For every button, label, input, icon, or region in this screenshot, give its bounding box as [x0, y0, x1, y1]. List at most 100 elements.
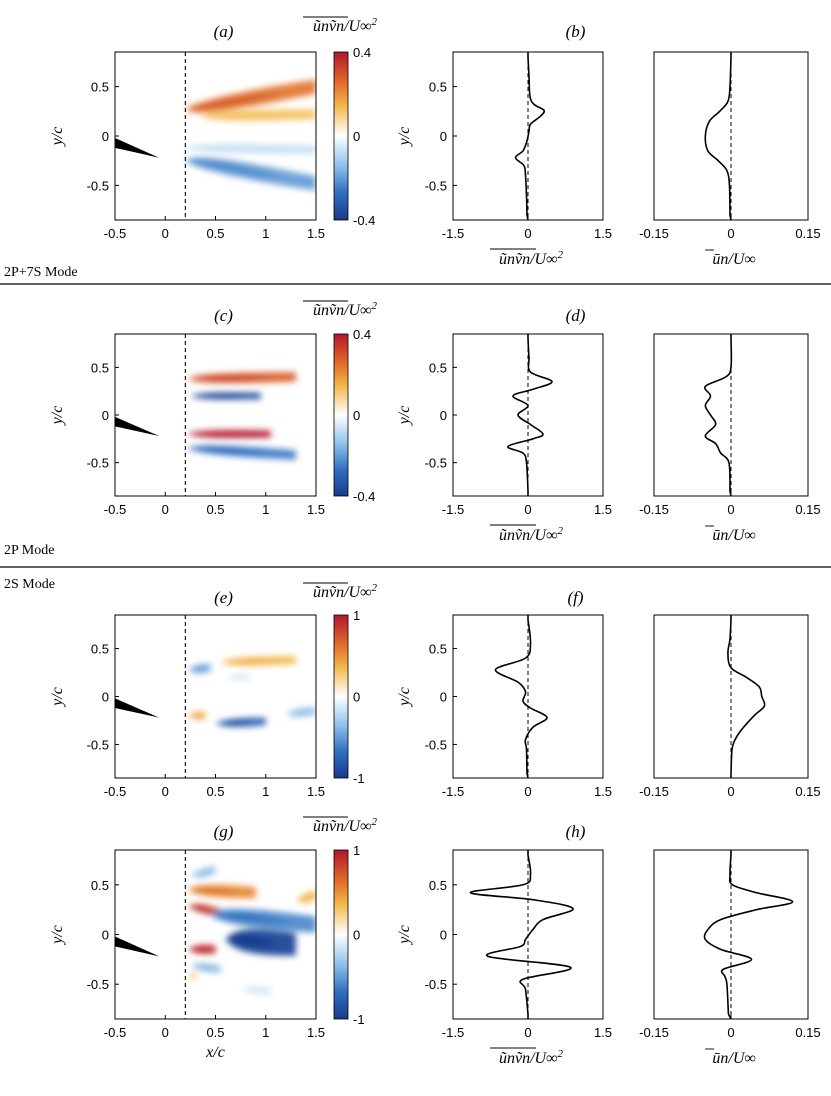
heatmap-core: [244, 988, 264, 992]
heatmap-core: [194, 394, 244, 398]
heatmap-core: [189, 159, 284, 178]
x-tick-label: 0: [524, 784, 531, 799]
x-tick-label: 1.5: [594, 502, 612, 517]
x-tick-label: 1.5: [307, 226, 325, 241]
heatmap-core: [191, 376, 269, 381]
profile-curve: [704, 334, 733, 497]
x-tick-label: -1.5: [442, 784, 464, 799]
colorbar-tick-label: -0.4: [353, 489, 375, 504]
colorbar-tick-label: 0.4: [353, 327, 371, 342]
x-axis-label: ūn/U∞: [712, 527, 755, 544]
y-tick-label: -0.5: [425, 456, 447, 471]
colorbar-tick-label: 0: [353, 928, 360, 943]
mode-label-2p: 2P Mode: [4, 543, 54, 558]
y-tick-label: 0: [440, 408, 447, 423]
panel-letter: (e): [214, 588, 233, 607]
heatmap-core: [194, 870, 210, 876]
profile-curve: [514, 52, 546, 221]
colorbar-tick-label: 0: [353, 408, 360, 423]
y-tick-label: -0.5: [87, 178, 109, 193]
colorbar-title: ũnṽn/U∞2: [313, 582, 378, 601]
y-tick-label: 0: [102, 928, 109, 943]
x-tick-label: -1.5: [442, 226, 464, 241]
x-tick-label: -0.5: [104, 502, 126, 517]
heatmap-core: [191, 667, 205, 671]
y-tick-label: 0: [440, 129, 447, 144]
colorbar-tick-label: -0.4: [353, 213, 375, 228]
y-axis-label: y/c: [396, 406, 413, 427]
x-tick-label: -0.15: [639, 784, 669, 799]
y-axis-label: y/c: [396, 127, 413, 148]
panel-row: -0.5 0 0.5 1 1.5 0.5 0 -0.5 y/c (e) 1 0 -1 ũnṽn/U∞2 -1…: [49, 582, 821, 799]
y-tick-label: -0.5: [87, 456, 109, 471]
colorbar: [333, 849, 349, 1020]
y-tick-label: 0.5: [91, 642, 109, 657]
profile-curve: [704, 52, 732, 221]
x-axis-label: ūn/U∞: [712, 251, 755, 268]
y-tick-label: 0.5: [429, 360, 447, 375]
panel-letter: (a): [214, 22, 234, 41]
x-tick-label: 0.15: [795, 226, 820, 241]
x-tick-label: 0.15: [795, 784, 820, 799]
x-tick-label: 0: [727, 1025, 734, 1040]
colorbar-title: ũnṽn/U∞2: [313, 300, 378, 319]
colorbar-title: ũnṽn/U∞2: [313, 16, 378, 35]
colorbar: [333, 333, 349, 497]
airfoil-shape: [115, 416, 160, 436]
x-tick-label: 0.5: [206, 784, 224, 799]
heatmap-core: [191, 974, 196, 978]
x-tick-label: -0.5: [104, 784, 126, 799]
heatmap-core: [214, 912, 290, 923]
heatmap-blobs: [187, 865, 316, 995]
heatmap-core: [229, 935, 279, 946]
y-tick-label: 0.5: [429, 80, 447, 95]
x-tick-label: 0.5: [206, 502, 224, 517]
x-tick-label: 1.5: [307, 1025, 325, 1040]
x-axis-label: ūn/U∞: [712, 1050, 755, 1067]
x-tick-label: -1.5: [442, 502, 464, 517]
panels: -0.5 0 0.5 1 1.5 0.5 0 -0.5 y/c (a) 0.4 0 -0.4 ũnṽn/U…: [49, 16, 821, 1067]
y-tick-label: -0.5: [425, 737, 447, 752]
x-tick-label: 0: [524, 502, 531, 517]
heatmap-background: [115, 334, 316, 496]
heatmap-core: [191, 447, 269, 454]
airfoil-shape: [115, 137, 160, 158]
heatmap-field: [115, 656, 316, 727]
x-tick-label: 0: [727, 502, 734, 517]
heatmap-field: [115, 372, 296, 460]
y-axis-label: y/c: [396, 687, 413, 708]
mode-label-2s: 2S Mode: [4, 577, 55, 592]
heatmap-core: [229, 676, 245, 679]
x-tick-label: 0: [162, 502, 169, 517]
colorbar-tick-label: 0.4: [353, 45, 371, 60]
heatmap-field: [115, 865, 316, 995]
x-tick-label: 0: [162, 226, 169, 241]
heatmap-core: [299, 895, 311, 901]
profile-curve: [507, 334, 553, 496]
heatmap-background: [115, 52, 316, 220]
heatmap-field: [115, 79, 316, 191]
heatmap-core: [189, 146, 284, 151]
profile-curve: [727, 615, 766, 778]
y-tick-label: 0: [440, 928, 447, 943]
x-axis-label: ũnṽn/U∞2: [499, 1048, 564, 1067]
heatmap-core: [191, 714, 201, 718]
x-tick-label: 1: [262, 1025, 269, 1040]
profile-curve: [494, 615, 548, 779]
y-tick-label: -0.5: [87, 737, 109, 752]
x-axis-label: ũnṽn/U∞2: [499, 525, 564, 544]
heatmap-background: [115, 615, 316, 778]
y-tick-label: -0.5: [87, 977, 109, 992]
heatmap-core: [191, 947, 209, 952]
heatmap-core: [194, 965, 213, 970]
x-tick-label: 0: [162, 784, 169, 799]
panel-row: -0.5 0 0.5 1 1.5 0.5 0 -0.5 y/c (c) 0.4 0 -0.4 ũnṽn/U…: [49, 300, 821, 544]
y-tick-label: 0: [102, 129, 109, 144]
heatmap-core: [191, 905, 213, 912]
panel-letter: (g): [214, 822, 234, 841]
heatmap-core: [191, 888, 239, 894]
heatmap-blobs: [187, 656, 316, 727]
y-tick-label: 0.5: [429, 878, 447, 893]
x-tick-label: -0.15: [639, 502, 669, 517]
profile-curve: [703, 850, 794, 1020]
